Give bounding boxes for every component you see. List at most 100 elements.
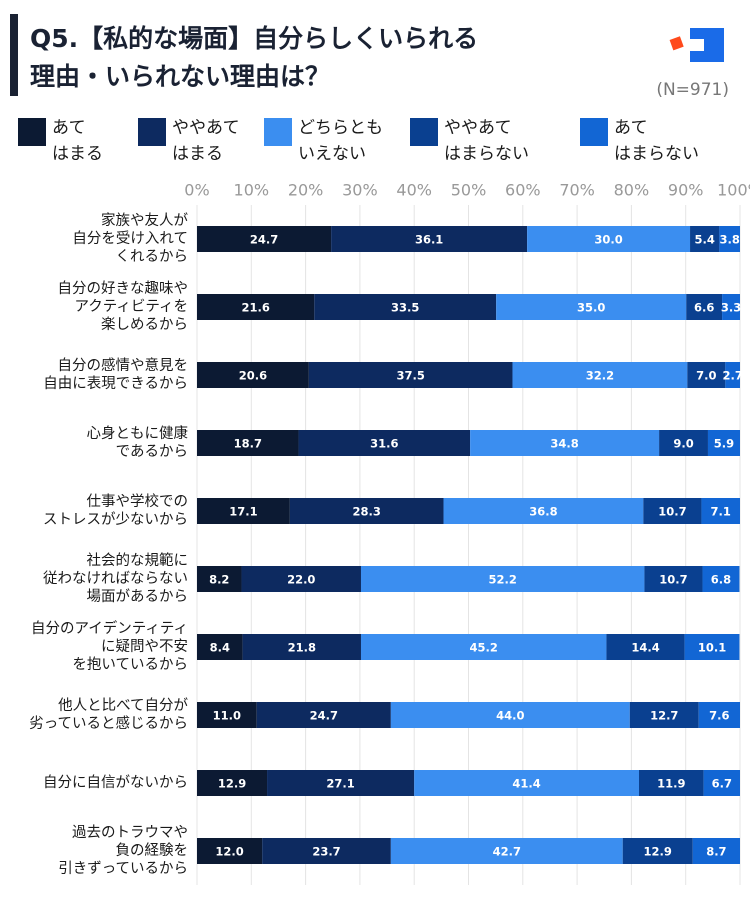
x-tick-label: 40% (396, 181, 432, 200)
value-label: 20.6 (239, 369, 267, 383)
value-label: 52.2 (489, 573, 517, 587)
bar-segment (527, 226, 691, 252)
value-label: 34.8 (550, 437, 578, 451)
value-label: 10.7 (658, 505, 686, 519)
value-label: 9.0 (673, 437, 693, 451)
bar-segment (722, 294, 740, 320)
value-label: 6.7 (712, 777, 732, 791)
category-label: 自分のアイデンティティに疑問や不安を抱いているから (31, 619, 188, 673)
bar-segment (256, 702, 391, 728)
value-label: 7.0 (696, 369, 716, 383)
bar-segment (262, 838, 391, 864)
bar-segment (314, 294, 497, 320)
bar-segment (639, 770, 704, 796)
value-label: 6.6 (694, 301, 714, 315)
bar-segment (197, 566, 242, 592)
value-label: 36.1 (415, 233, 443, 247)
value-label: 44.0 (496, 709, 524, 723)
legend-label: あてはまらない (614, 118, 699, 164)
value-label: 32.2 (586, 369, 614, 383)
value-label: 45.2 (470, 641, 498, 655)
x-tick-label: 80% (614, 181, 650, 200)
value-label: 33.5 (391, 301, 419, 315)
value-label: 12.7 (650, 709, 678, 723)
value-label: 21.6 (241, 301, 269, 315)
chart-title: Q5.【私的な場面】自分らしくいられる理由・いられない理由は？ (30, 24, 478, 91)
bar-segment (197, 634, 243, 660)
value-label: 12.0 (215, 845, 243, 859)
value-label: 10.7 (659, 573, 687, 587)
legend-swatch (18, 118, 46, 146)
bar-segment (197, 226, 332, 252)
x-tick-label: 90% (668, 181, 704, 200)
bar-segment (643, 498, 702, 524)
bar-segment (725, 362, 740, 388)
x-tick-label: 0% (184, 181, 209, 200)
bar-segment (686, 294, 723, 320)
bar-segment (470, 430, 660, 456)
category-label: 過去のトラウマや負の経験を引きずっているから (58, 824, 188, 877)
legend-swatch (264, 118, 292, 146)
x-tick-label: 50% (451, 181, 487, 200)
logo (669, 28, 724, 62)
value-label: 7.6 (709, 709, 729, 723)
bar-segment (707, 430, 740, 456)
category-label: 自分に自信がないから (43, 774, 188, 791)
bar-segment (197, 362, 309, 388)
bar-segment (197, 702, 257, 728)
bar-segment (701, 498, 740, 524)
bar-segment (241, 566, 361, 592)
legend-swatch (138, 118, 166, 146)
value-label: 23.7 (312, 845, 340, 859)
value-label: 17.1 (229, 505, 257, 519)
value-label: 6.8 (711, 573, 731, 587)
bar-segment (496, 294, 687, 320)
bar-segment (298, 430, 471, 456)
value-label: 2.7 (722, 369, 742, 383)
value-label: 42.7 (493, 845, 521, 859)
value-label: 7.1 (711, 505, 731, 519)
legend-swatch (580, 118, 608, 146)
value-label: 5.9 (714, 437, 734, 451)
value-label: 5.4 (695, 233, 715, 247)
value-label: 8.2 (209, 573, 229, 587)
sample-size: (N=971) (656, 80, 729, 100)
category-label: 自分の感情や意見を自由に表現できるから (43, 356, 188, 392)
category-label: 仕事や学校でのストレスが少ないから (43, 493, 188, 528)
bar-segment (308, 362, 513, 388)
legend-label: ややあてはまる (172, 118, 240, 164)
bar-segment (703, 770, 740, 796)
bar-segment (360, 566, 645, 592)
value-label: 3.8 (719, 233, 739, 247)
legend-label: あてはまる (52, 118, 103, 164)
bar-segment (690, 226, 720, 252)
bar-segment (622, 838, 693, 864)
bar-segment (197, 294, 315, 320)
legend-label: ややあてはまらない (444, 118, 529, 164)
value-label: 11.9 (657, 777, 685, 791)
bar-segment (390, 702, 630, 728)
value-label: 24.7 (310, 709, 338, 723)
title-accent (10, 14, 18, 96)
bar-segment (197, 770, 268, 796)
value-label: 37.5 (396, 369, 424, 383)
value-label: 12.9 (644, 845, 672, 859)
bar-segment (684, 634, 740, 660)
bar-segment (692, 838, 740, 864)
x-tick-label: 60% (505, 181, 541, 200)
bar-segment (242, 634, 361, 660)
bar-segment (629, 702, 699, 728)
value-label: 28.3 (353, 505, 381, 519)
bar-segment (289, 498, 444, 524)
legend-label: どちらともいえない (298, 118, 383, 164)
category-label: 社会的な規範に従わなければならない場面があるから (43, 551, 188, 605)
bar-segment (360, 634, 607, 660)
value-label: 24.7 (250, 233, 278, 247)
x-tick-label: 100% (717, 181, 750, 200)
bar-segment (443, 498, 644, 524)
bar-segment (702, 566, 740, 592)
bar-segment (698, 702, 740, 728)
bar-segment (197, 498, 290, 524)
value-label: 22.0 (287, 573, 315, 587)
